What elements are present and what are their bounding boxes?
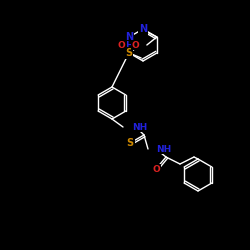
Text: O: O <box>132 40 140 50</box>
Text: HN: HN <box>126 40 141 50</box>
Text: O: O <box>152 164 160 173</box>
Text: S: S <box>126 138 134 148</box>
Text: N: N <box>139 24 147 34</box>
Text: N: N <box>125 32 133 42</box>
Text: NH: NH <box>156 144 171 154</box>
Text: O: O <box>118 40 126 50</box>
Text: NH: NH <box>132 122 147 132</box>
Text: S: S <box>125 48 132 58</box>
